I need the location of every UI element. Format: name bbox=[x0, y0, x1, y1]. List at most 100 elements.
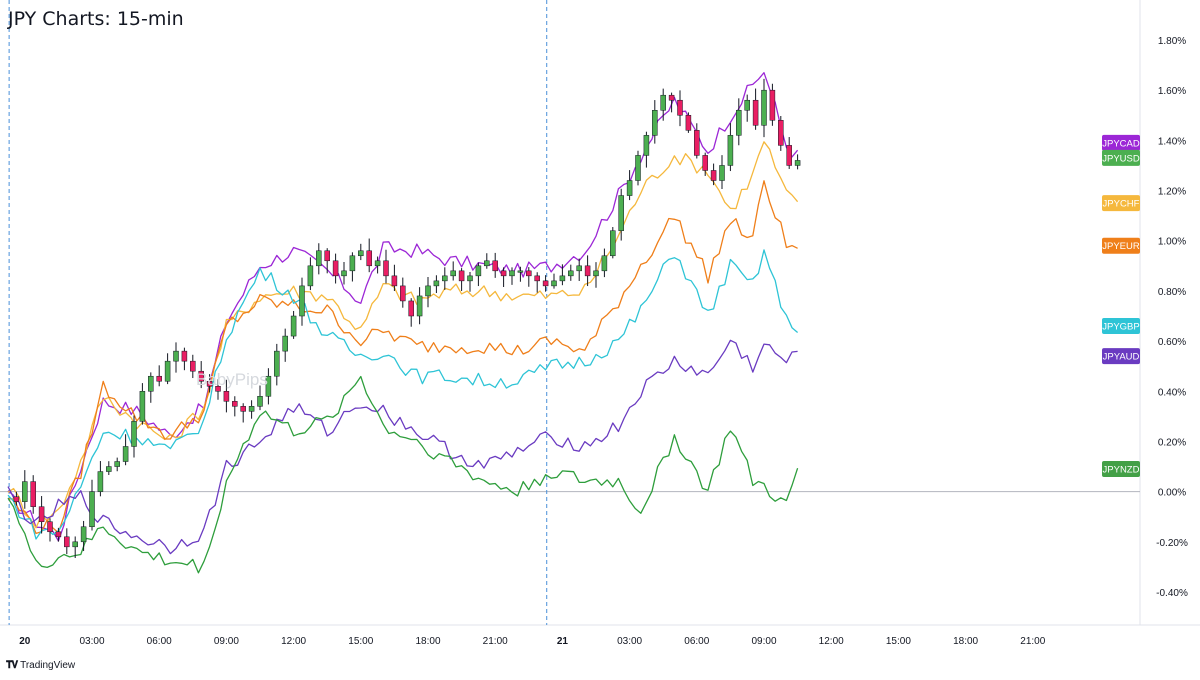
candle-body bbox=[257, 396, 263, 407]
candle-body bbox=[156, 375, 162, 382]
candle-body bbox=[744, 99, 750, 111]
y-tick-label: 0.20% bbox=[1158, 437, 1186, 448]
series-layer bbox=[7, 72, 799, 574]
candle-body bbox=[274, 350, 280, 377]
candle-body bbox=[458, 270, 465, 282]
price-label-jpycad: JPYCAD bbox=[1102, 134, 1140, 151]
candle-body bbox=[475, 265, 482, 277]
candle-body bbox=[366, 250, 372, 267]
candle-body bbox=[719, 165, 725, 181]
price-label-jpyeur: JPYEUR bbox=[1102, 237, 1140, 254]
candle-body bbox=[89, 491, 95, 528]
candle-body bbox=[106, 466, 112, 472]
candle-body bbox=[584, 265, 591, 277]
candle-body bbox=[425, 285, 431, 297]
candle-body bbox=[374, 260, 381, 267]
price-label-box bbox=[1102, 348, 1140, 365]
series-line-jpyusd bbox=[7, 375, 799, 574]
candle-body bbox=[702, 155, 708, 171]
candle-body bbox=[601, 255, 608, 272]
candle-body bbox=[610, 230, 616, 257]
price-label-box bbox=[1102, 195, 1140, 212]
candle-body bbox=[576, 265, 582, 272]
y-tick-label: 0.00% bbox=[1158, 488, 1186, 499]
x-tick-label: 21:00 bbox=[483, 636, 508, 647]
candle-body bbox=[652, 110, 658, 136]
series-line-jpyeur bbox=[7, 180, 798, 535]
candles-layer bbox=[13, 78, 801, 558]
candle-body bbox=[416, 295, 423, 317]
y-tick-label: 1.20% bbox=[1158, 187, 1186, 198]
price-label-box bbox=[1102, 318, 1140, 335]
candle-body bbox=[635, 155, 641, 181]
price-label-text: JPYCHF bbox=[1103, 199, 1140, 210]
x-tick-label: 09:00 bbox=[214, 636, 239, 647]
candle-body bbox=[265, 375, 272, 397]
candle-body bbox=[316, 250, 322, 267]
candle-body bbox=[223, 391, 230, 402]
candle-body bbox=[324, 250, 330, 262]
candle-body bbox=[30, 481, 36, 507]
candle-body bbox=[450, 270, 456, 277]
candle-body bbox=[198, 370, 204, 382]
price-label-box bbox=[1102, 461, 1140, 478]
watermark: BabyPips bbox=[196, 370, 268, 389]
candle-body bbox=[341, 270, 347, 277]
footer-brand-text: TradingView bbox=[20, 660, 76, 671]
candle-body bbox=[139, 391, 146, 422]
x-tick-label: 03:00 bbox=[79, 636, 104, 647]
candle-body bbox=[526, 270, 532, 277]
candle-body bbox=[542, 280, 549, 287]
candle-body bbox=[727, 135, 734, 166]
candle-body bbox=[710, 170, 717, 181]
candle-body bbox=[290, 315, 297, 337]
candle-body bbox=[64, 536, 70, 548]
candle-body bbox=[685, 115, 692, 131]
price-label-text: JPYGBP bbox=[1102, 322, 1140, 333]
candle-body bbox=[408, 300, 414, 317]
tradingview-logo-icon: 𝐓𝐕 bbox=[6, 660, 18, 671]
price-label-box bbox=[1102, 149, 1140, 166]
price-label-jpygbp: JPYGBP bbox=[1102, 318, 1140, 335]
candle-body bbox=[442, 275, 448, 282]
price-label-text: JPYNZD bbox=[1103, 465, 1140, 476]
price-label-jpynzd: JPYNZD bbox=[1102, 461, 1140, 478]
x-tick-label: 21 bbox=[557, 636, 569, 647]
candle-body bbox=[383, 260, 389, 277]
candle-body bbox=[761, 89, 767, 126]
candle-body bbox=[22, 481, 28, 502]
candle-body bbox=[181, 350, 188, 362]
series-line-jpygbp bbox=[7, 249, 799, 540]
candle-body bbox=[55, 531, 62, 538]
y-tick-label: 1.40% bbox=[1158, 136, 1186, 147]
candle-body bbox=[752, 99, 759, 126]
x-tick-label: 18:00 bbox=[953, 636, 978, 647]
candle-body bbox=[38, 506, 45, 522]
grid-layer bbox=[0, 0, 1200, 626]
candle-body bbox=[173, 350, 179, 362]
candle-body bbox=[282, 335, 288, 352]
price-label-box bbox=[1102, 237, 1140, 254]
x-tick-label: 20 bbox=[19, 636, 31, 647]
candle-body bbox=[148, 375, 154, 392]
x-tick-label: 12:00 bbox=[819, 636, 844, 647]
candle-body bbox=[240, 406, 246, 412]
y-tick-label: 1.60% bbox=[1158, 86, 1186, 97]
candle-body bbox=[114, 461, 120, 467]
candle-body bbox=[551, 280, 557, 287]
footer-brand[interactable]: 𝐓𝐕 TradingView bbox=[6, 660, 75, 671]
candle-body bbox=[72, 541, 78, 548]
candle-body bbox=[500, 270, 507, 277]
candle-body bbox=[492, 260, 498, 272]
candle-body bbox=[307, 265, 314, 287]
candle-body bbox=[736, 110, 742, 136]
candle-body bbox=[358, 250, 364, 257]
x-axis: 20 03:00 06:00 09:00 12:00 15:00 18:00 21:00 21 0… bbox=[19, 636, 1046, 647]
candle-body bbox=[190, 360, 196, 372]
candle-body bbox=[47, 521, 53, 533]
y-tick-label: -0.40% bbox=[1156, 588, 1188, 599]
candle-body bbox=[626, 180, 633, 196]
candle-body bbox=[232, 401, 238, 407]
